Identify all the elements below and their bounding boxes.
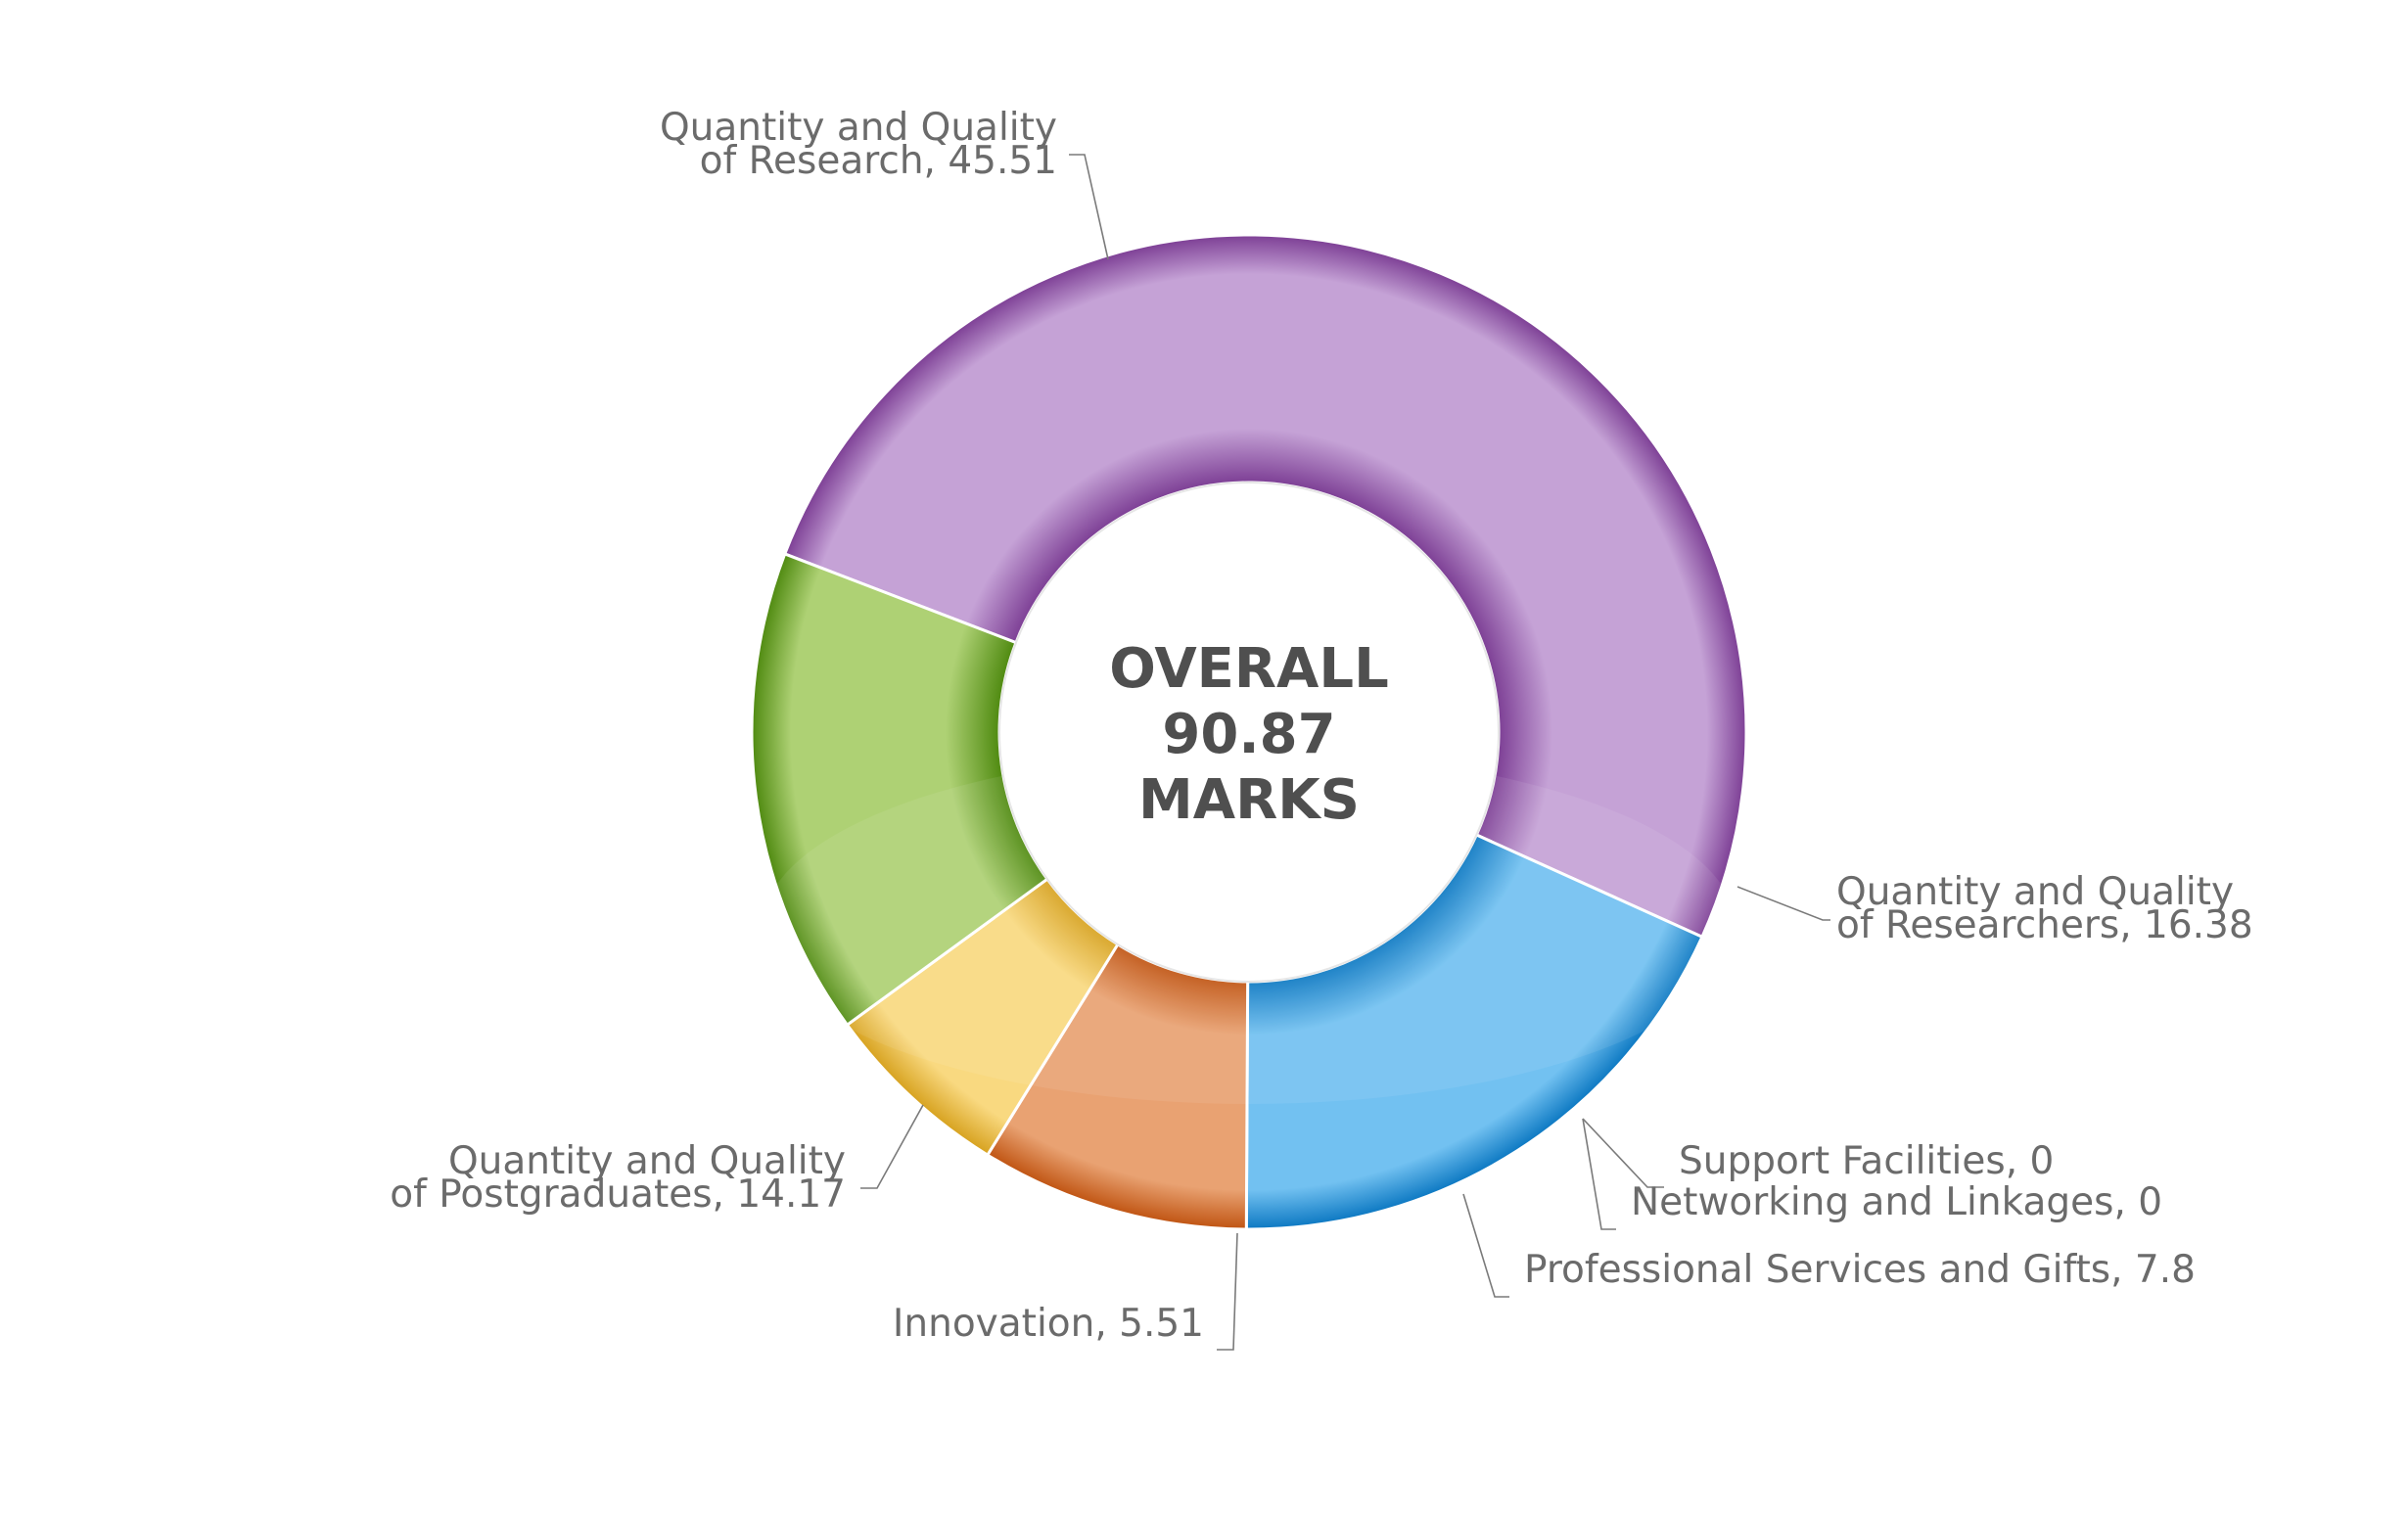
center-line-2: 90.87 (1162, 703, 1335, 766)
leader-line-3 (1582, 1118, 1664, 1188)
slice-label-6: Innovation, 5.51 (893, 1302, 1204, 1346)
donut-hole (998, 482, 1500, 983)
slice-label-line: Quantity and Quality (448, 1139, 846, 1183)
slice-label-line: Quantity and Quality (660, 106, 1057, 150)
leader-line-2 (1737, 886, 1830, 921)
slice-label-4: Networking and Linkages, 0 (1631, 1180, 2162, 1224)
slice-label-2: Quantity and Quality of Researchers, 16.3… (1836, 870, 2253, 947)
slice-label-line: of Postgraduates, 14.17 (390, 1173, 846, 1217)
slice-label-5: Professional Services and Gifts, 7.8 (1524, 1248, 2196, 1292)
leader-line-6 (1217, 1232, 1238, 1351)
slice-label-line: Professional Services and Gifts, 7.8 (1524, 1248, 2196, 1292)
slices-layer (750, 233, 1748, 1231)
slice-label-1: Quantity and Quality of Research, 45.51 (660, 106, 1057, 183)
label-layer: Quantity and Quality of Research, 45.51Qu… (390, 106, 2252, 1346)
leader-layer (860, 154, 1830, 1351)
slice-label-line: Quantity and Quality (1836, 870, 2234, 914)
leader-line-1 (1069, 154, 1109, 260)
slice-label-7: Quantity and Quality of Postgraduates, 14… (390, 1139, 846, 1217)
leader-line-5 (1462, 1193, 1509, 1298)
slice-label-line: Support Facilities, 0 (1679, 1139, 2054, 1183)
slice-label-line: of Researchers, 16.38 (1836, 903, 2253, 947)
gloss-layer (762, 482, 1737, 1104)
leader-line-4 (1582, 1118, 1616, 1230)
center-line-3: MARKS (1138, 768, 1360, 832)
slice-label-line: of Research, 45.51 (700, 139, 1057, 183)
leader-line-7 (860, 1104, 924, 1189)
slice-label-line: Innovation, 5.51 (893, 1302, 1204, 1346)
center-line-1: OVERALL (1109, 637, 1389, 701)
slice-label-line: Networking and Linkages, 0 (1631, 1180, 2162, 1224)
slice-label-3: Support Facilities, 0 (1679, 1139, 2054, 1183)
